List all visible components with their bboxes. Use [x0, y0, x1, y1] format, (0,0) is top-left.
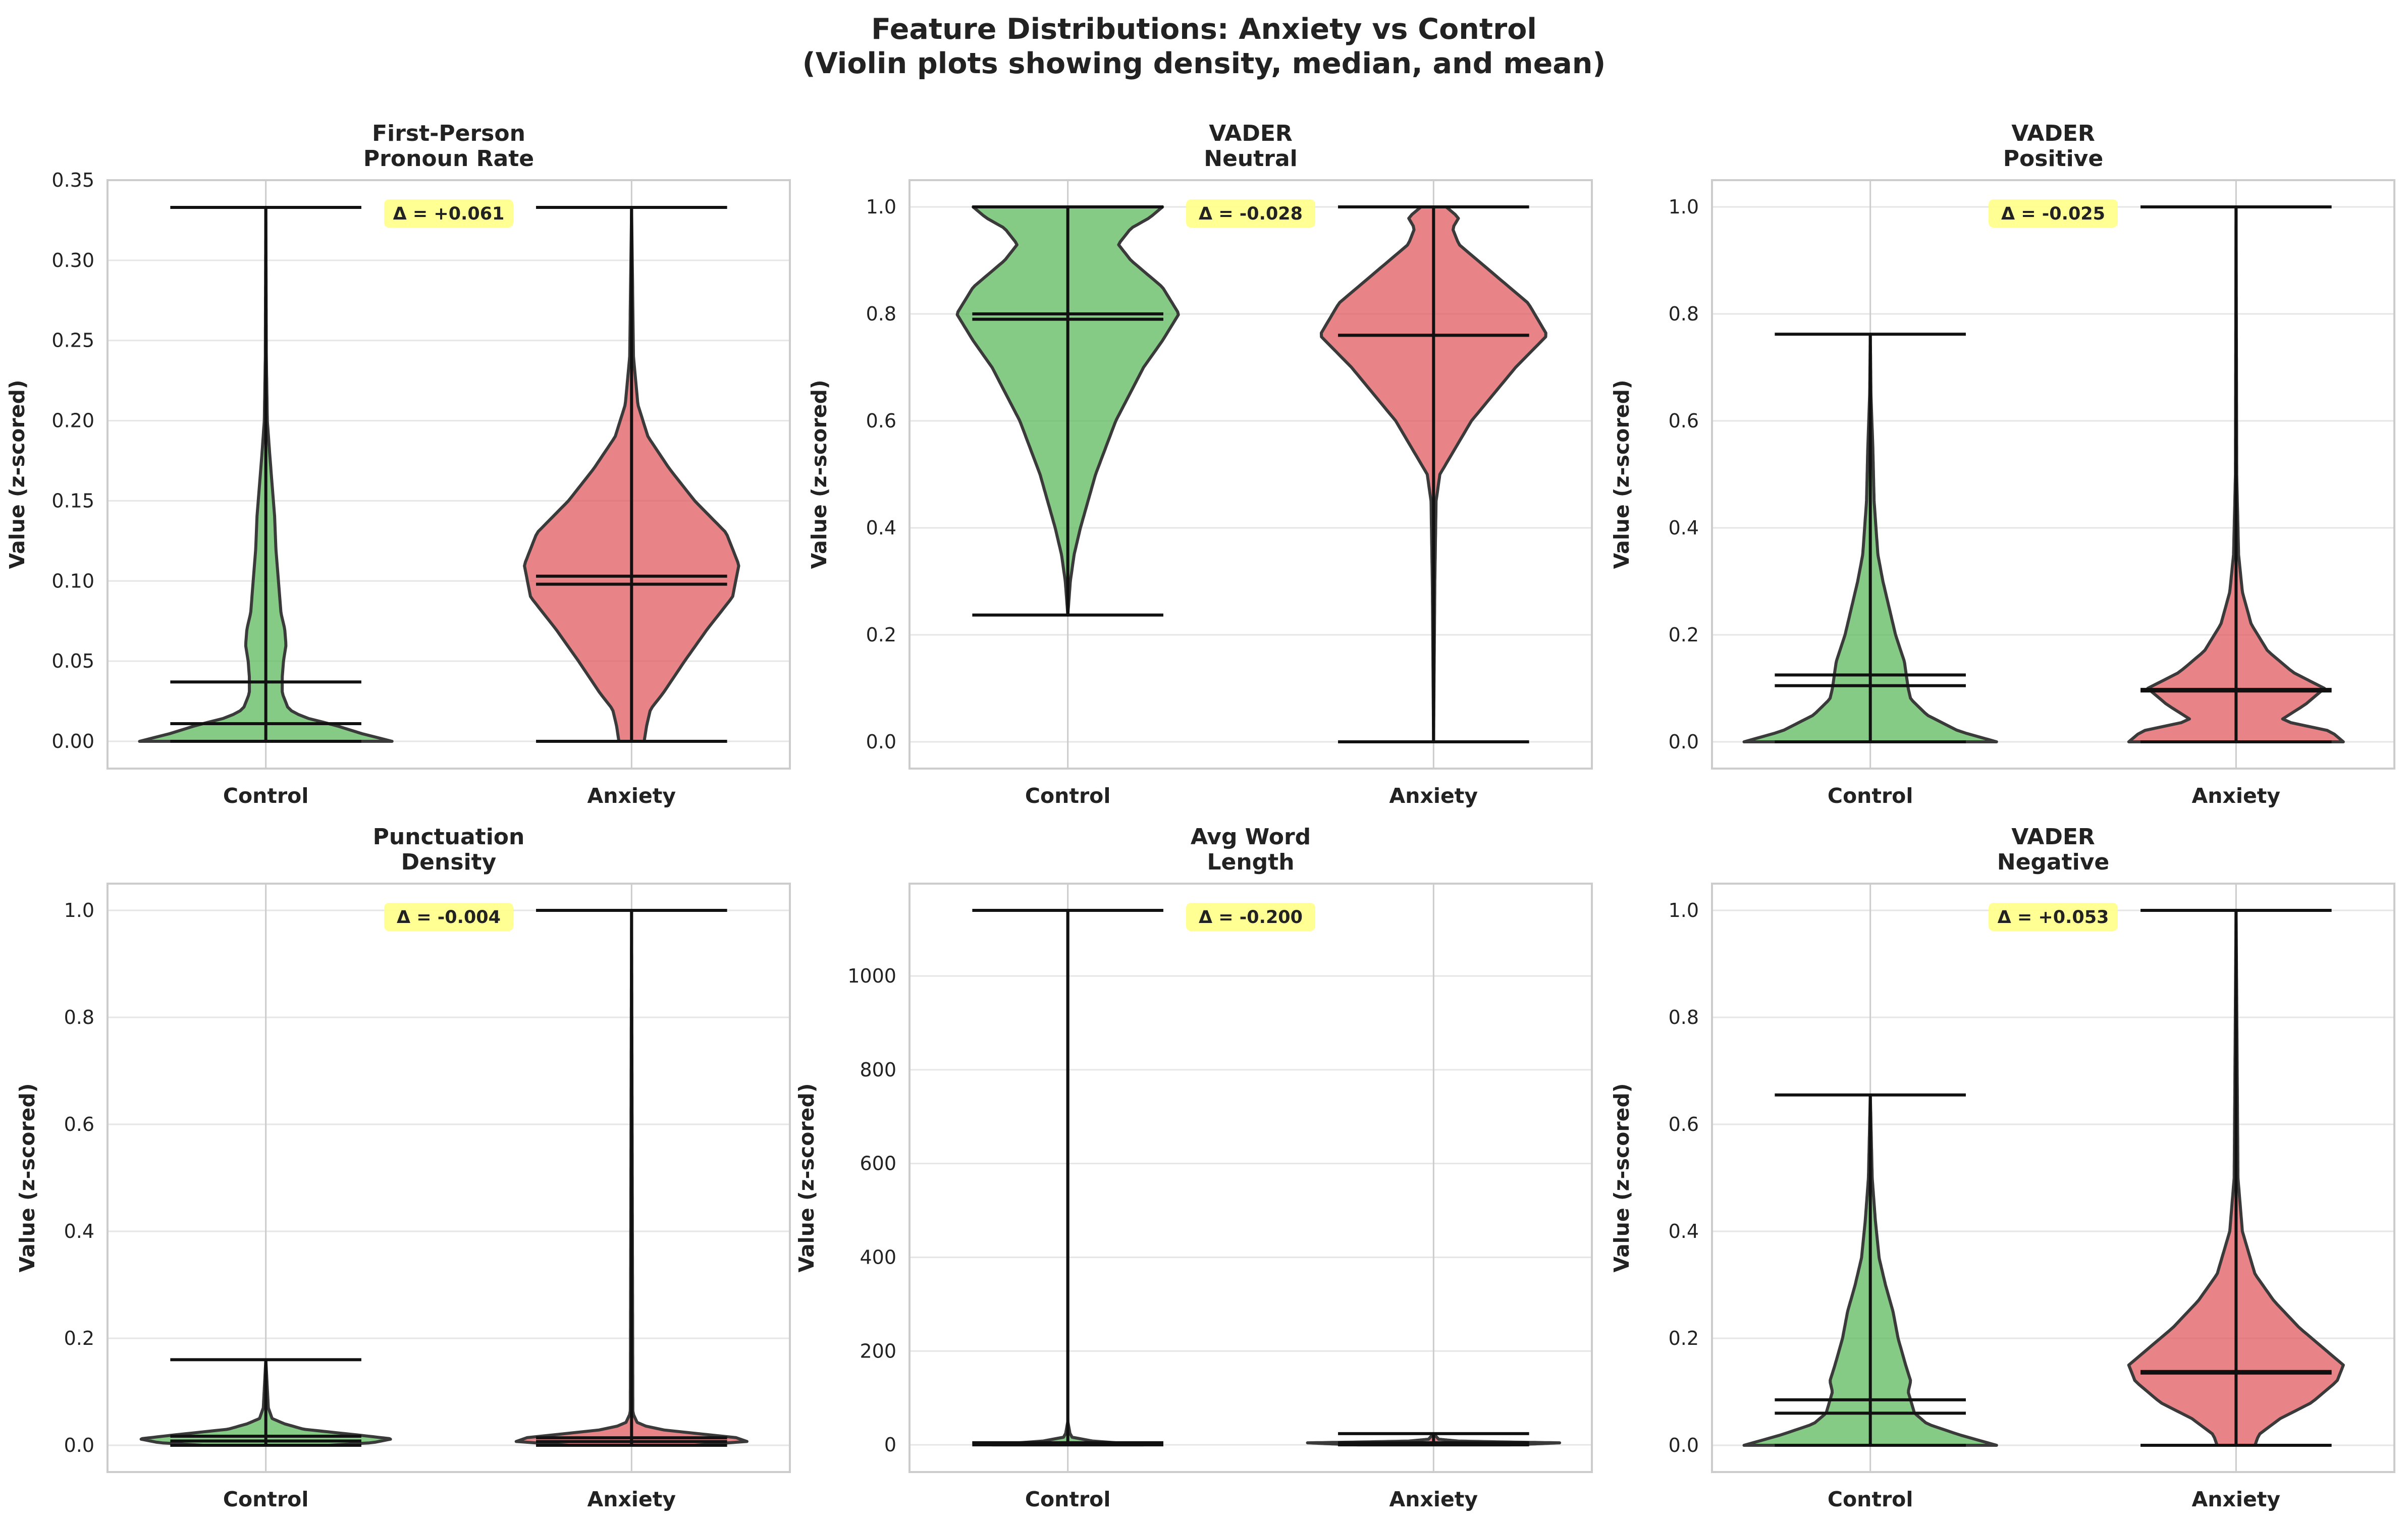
delta-annotation: Δ = -0.004 — [397, 907, 501, 928]
panel-title: Neutral — [1204, 146, 1298, 172]
y-tick-label: 200 — [860, 1340, 896, 1362]
x-tick-label-control: Control — [223, 1487, 309, 1511]
axes-frame — [106, 179, 791, 770]
y-tick-label: 0.6 — [64, 1113, 94, 1135]
delta-annotation-bg — [1186, 903, 1315, 931]
y-tick-label: 1.0 — [1669, 196, 1699, 218]
y-tick-label: 400 — [860, 1246, 896, 1268]
x-tick-label-control: Control — [1828, 784, 1913, 808]
x-tick-label-anxiety: Anxiety — [587, 784, 676, 808]
x-tick-label-control: Control — [1025, 784, 1111, 808]
x-tick-label-control: Control — [1828, 1487, 1913, 1511]
y-tick-label: 0.2 — [866, 624, 896, 646]
panel-title: VADER — [1209, 121, 1293, 146]
figure-title: Feature Distributions: Anxiety vs Contro… — [871, 13, 1537, 46]
panel-title: Length — [1207, 849, 1294, 875]
y-tick-label: 0.05 — [51, 650, 94, 672]
axes-frame — [1711, 883, 2395, 1473]
y-tick-label: 0.4 — [1669, 517, 1699, 539]
panel-2: 0.0 0.2 0.4 0.6 0.8 1.0 Control Anxiety VADERPos… — [1610, 121, 2395, 808]
y-axis-label: Value (z-scored) — [5, 379, 29, 569]
panel-1: 0.0 0.2 0.4 0.6 0.8 1.0 Control Anxiety VADERNeu… — [807, 121, 1593, 808]
y-tick-label: 0.2 — [1669, 624, 1699, 646]
y-tick-label: 0.8 — [64, 1006, 94, 1028]
x-tick-label-control: Control — [1025, 1487, 1111, 1511]
y-tick-label: 0.2 — [64, 1327, 94, 1349]
y-tick-label: 0.2 — [1669, 1327, 1699, 1349]
axes-frame — [908, 179, 1593, 770]
y-axis-label: Value (z-scored) — [1610, 1083, 1634, 1272]
y-axis-label: Value (z-scored) — [794, 1083, 819, 1272]
y-tick-label: 1.0 — [866, 196, 896, 218]
delta-annotation-bg — [384, 199, 513, 228]
x-tick-label-anxiety: Anxiety — [2192, 784, 2281, 808]
y-tick-label: 0.35 — [51, 169, 94, 191]
y-tick-label: 0.8 — [1669, 303, 1699, 325]
x-tick-label-anxiety: Anxiety — [2192, 1487, 2281, 1511]
y-tick-label: 0.6 — [866, 410, 896, 432]
y-tick-label: 0.30 — [51, 249, 94, 271]
x-tick-label-anxiety: Anxiety — [587, 1487, 676, 1511]
figure-subtitle: (Violin plots showing density, median, a… — [802, 47, 1606, 80]
panel-title: First-Person — [372, 121, 525, 146]
y-tick-label: 0.0 — [1669, 1434, 1699, 1456]
x-tick-label-anxiety: Anxiety — [1389, 1487, 1478, 1511]
panel-4: 0 200 400 600 800 1000 Control Anxiety Avg WordL… — [794, 824, 1593, 1511]
y-tick-label: 1.0 — [1669, 899, 1699, 921]
y-tick-label: 600 — [860, 1153, 896, 1175]
y-tick-label: 0.0 — [866, 731, 896, 753]
y-tick-label: 0.15 — [51, 490, 94, 512]
y-tick-label: 1000 — [847, 965, 896, 987]
y-tick-label: 0 — [884, 1434, 896, 1456]
y-axis-label: Value (z-scored) — [15, 1083, 39, 1272]
delta-annotation: Δ = +0.061 — [393, 204, 505, 224]
y-tick-label: 0.8 — [866, 303, 896, 325]
x-tick-label-control: Control — [223, 784, 309, 808]
axes-frame — [908, 883, 1593, 1473]
delta-annotation: Δ = -0.200 — [1199, 907, 1303, 928]
panel-5: 0.0 0.2 0.4 0.6 0.8 1.0 Control Anxiety VADERNeg… — [1610, 824, 2395, 1511]
y-tick-label: 800 — [860, 1059, 896, 1081]
y-tick-label: 0.4 — [1669, 1220, 1699, 1242]
axes-frame — [106, 883, 791, 1473]
panel-title: Negative — [1997, 849, 2110, 875]
panel-title: Density — [401, 849, 497, 875]
y-tick-label: 0.6 — [1669, 410, 1699, 432]
panel-0: 0.00 0.05 0.10 0.15 0.20 0.25 0.30 0.35 Control A… — [5, 121, 791, 808]
panel-3: 0.0 0.2 0.4 0.6 0.8 1.0 Control Anxiety Punctuat… — [15, 824, 791, 1511]
y-axis-label: Value (z-scored) — [807, 379, 831, 569]
y-tick-label: 0.00 — [51, 730, 94, 752]
y-tick-label: 1.0 — [64, 899, 94, 921]
axes-frame — [1711, 179, 2395, 770]
y-tick-label: 0.0 — [1669, 731, 1699, 753]
y-tick-label: 0.0 — [64, 1434, 94, 1456]
y-tick-label: 0.10 — [51, 570, 94, 592]
y-tick-label: 0.6 — [1669, 1113, 1699, 1135]
delta-annotation-bg — [1989, 903, 2118, 931]
y-tick-label: 0.4 — [866, 517, 896, 539]
delta-annotation: Δ = -0.025 — [2001, 204, 2105, 224]
y-tick-label: 0.20 — [51, 410, 94, 432]
y-axis-label: Value (z-scored) — [1610, 379, 1634, 569]
delta-annotation-bg — [1989, 199, 2118, 228]
delta-annotation-bg — [384, 903, 513, 931]
y-tick-label: 0.4 — [64, 1220, 94, 1242]
y-tick-label: 0.25 — [51, 330, 94, 352]
panel-title: VADER — [2011, 824, 2095, 850]
delta-annotation: Δ = +0.053 — [1998, 907, 2109, 928]
delta-annotation-bg — [1186, 199, 1315, 228]
delta-annotation: Δ = -0.028 — [1199, 204, 1303, 224]
panel-title: VADER — [2011, 121, 2095, 146]
panel-title: Avg Word — [1191, 824, 1311, 850]
panel-title: Punctuation — [373, 824, 525, 850]
panel-title: Pronoun Rate — [363, 146, 534, 172]
y-tick-label: 0.8 — [1669, 1006, 1699, 1028]
x-tick-label-anxiety: Anxiety — [1389, 784, 1478, 808]
panel-title: Positive — [2003, 146, 2103, 172]
